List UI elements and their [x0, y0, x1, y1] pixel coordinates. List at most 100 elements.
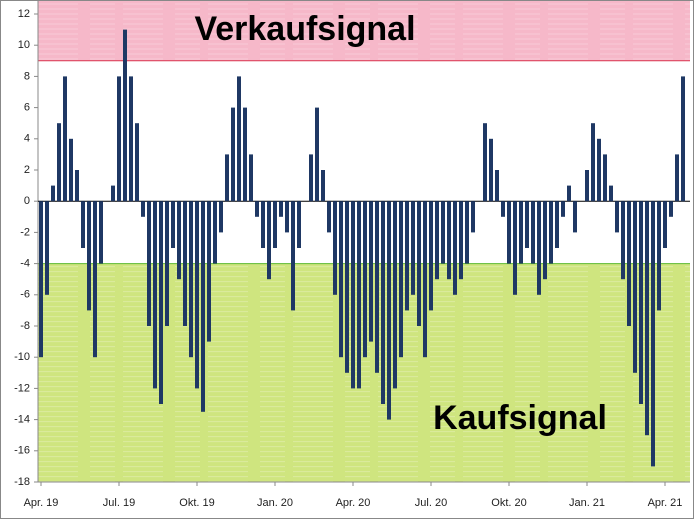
- bar: [171, 201, 175, 248]
- bar: [627, 201, 631, 326]
- bar: [39, 201, 43, 358]
- bar: [141, 201, 145, 217]
- bar: [243, 107, 247, 202]
- bar: [549, 201, 553, 264]
- bar: [507, 201, 511, 264]
- bar: [555, 201, 559, 248]
- bar: [615, 201, 619, 233]
- y-tick-label: 2: [24, 164, 30, 176]
- bar: [219, 201, 223, 233]
- bar: [441, 201, 445, 264]
- bar: [453, 201, 457, 295]
- bar: [465, 201, 469, 264]
- bar: [387, 201, 391, 420]
- bar: [567, 185, 571, 202]
- y-tick-label: -16: [14, 445, 30, 457]
- bar: [45, 201, 49, 295]
- y-tick-label: -2: [20, 226, 30, 238]
- bar: [279, 201, 283, 217]
- zone-label: Verkaufsignal: [194, 10, 415, 48]
- bar: [237, 76, 241, 202]
- bar: [147, 201, 151, 326]
- bar: [159, 201, 163, 404]
- bar: [255, 201, 259, 217]
- bar: [501, 201, 505, 217]
- bar: [87, 201, 91, 311]
- y-tick-label: -6: [20, 289, 30, 301]
- bar: [495, 170, 499, 202]
- y-tick-label: -4: [20, 258, 30, 270]
- bar: [597, 138, 601, 202]
- bar: [381, 201, 385, 404]
- bar: [93, 201, 97, 358]
- y-tick-label: -18: [14, 476, 30, 488]
- bar: [609, 185, 613, 202]
- bar: [135, 123, 139, 202]
- bar: [645, 201, 649, 436]
- bar: [639, 201, 643, 404]
- y-tick-label: -14: [14, 414, 30, 426]
- x-tick-label: Jan. 21: [569, 497, 605, 509]
- bar: [63, 76, 67, 202]
- bar: [681, 76, 685, 202]
- bar: [351, 201, 355, 389]
- bar: [369, 201, 373, 342]
- bar: [591, 123, 595, 202]
- bar: [357, 201, 361, 389]
- bar: [513, 201, 517, 295]
- bar: [561, 201, 565, 217]
- bar: [117, 76, 121, 202]
- bar: [321, 170, 325, 202]
- bar: [99, 201, 103, 264]
- y-tick-label: -10: [14, 351, 30, 363]
- bar: [489, 138, 493, 202]
- bar: [417, 201, 421, 326]
- bar: [531, 201, 535, 264]
- bar: [603, 154, 607, 202]
- x-tick-label: Jan. 20: [257, 497, 293, 509]
- bar: [657, 201, 661, 311]
- bar: [471, 201, 475, 233]
- bar: [429, 201, 433, 311]
- bar: [225, 154, 229, 202]
- y-tick-label: -8: [20, 320, 30, 332]
- bar: [423, 201, 427, 358]
- bar: [633, 201, 637, 373]
- bar: [75, 170, 79, 202]
- y-tick-label: 0: [24, 195, 30, 207]
- bar: [291, 201, 295, 311]
- x-tick-label: Okt. 20: [491, 497, 526, 509]
- bar: [459, 201, 463, 280]
- x-tick-label: Apr. 21: [648, 497, 683, 509]
- bar: [651, 201, 655, 467]
- y-tick-label: 4: [24, 133, 30, 145]
- bar: [51, 185, 55, 202]
- bar: [267, 201, 271, 280]
- zone-label: Kaufsignal: [433, 399, 607, 437]
- bar: [309, 154, 313, 202]
- bar: [213, 201, 217, 264]
- bar: [165, 201, 169, 326]
- bar: [573, 201, 577, 233]
- bar: [177, 201, 181, 280]
- x-tick-label: Apr. 19: [24, 497, 59, 509]
- y-tick-label: 12: [18, 8, 30, 20]
- bar: [261, 201, 265, 248]
- bar: [675, 154, 679, 202]
- bar: [327, 201, 331, 233]
- bar: [543, 201, 547, 280]
- bar: [345, 201, 349, 373]
- bar: [339, 201, 343, 358]
- x-tick-label: Okt. 19: [179, 497, 214, 509]
- bar: [537, 201, 541, 295]
- bar: [621, 201, 625, 280]
- bar: [297, 201, 301, 248]
- bar: [483, 123, 487, 202]
- bar: [315, 107, 319, 202]
- zone: [38, 1, 690, 61]
- bar: [435, 201, 439, 280]
- bar: [195, 201, 199, 389]
- bar: [81, 201, 85, 248]
- bar: [663, 201, 667, 248]
